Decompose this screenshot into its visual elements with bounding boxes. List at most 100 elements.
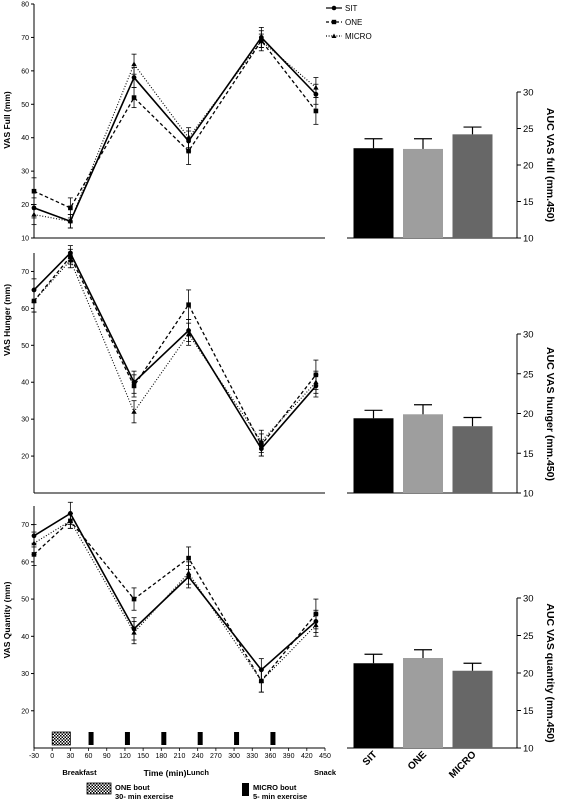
- legend-entry-one: ONE: [326, 18, 362, 27]
- full-auc-y-tick-label: 10: [523, 234, 534, 245]
- bar-category-label-one: ONE: [406, 749, 429, 772]
- quantity-line-sit: [33, 512, 317, 671]
- hunger-plot: [31, 245, 319, 457]
- hunger-y-axis-label: VAS Hunger (mm): [2, 284, 12, 356]
- full-y-axis-label: VAS Full (mm): [2, 91, 12, 149]
- full-y-tick-label: 70: [21, 35, 29, 42]
- hunger-auc-plot: 10 15 20 25 30: [347, 330, 534, 500]
- bar-category-axis: SIT ONE MICRO: [361, 749, 479, 781]
- quantity-auc-bar-micro: [452, 670, 493, 748]
- full-point-one: [131, 95, 137, 100]
- full-line-micro: [33, 39, 317, 222]
- hunger-point-micro: [67, 257, 74, 263]
- full-auc-y-tick-label: 30: [523, 88, 534, 99]
- quantity-series-one: [31, 513, 319, 693]
- quantity-auc-y-tick-label: 15: [523, 706, 534, 717]
- x-tick-label: 240: [192, 753, 204, 760]
- hunger-auc-y-tick-label: 20: [523, 409, 534, 420]
- x-tick-label: 330: [246, 753, 258, 760]
- hunger-series-micro: [31, 252, 319, 453]
- micro-bout-block: [270, 732, 276, 745]
- hunger-y-tick-label: 70: [21, 269, 29, 276]
- x-tick-label: 360: [265, 753, 277, 760]
- hunger-y-tick-label: 30: [21, 417, 29, 424]
- full-series-micro: [31, 30, 319, 229]
- hunger-auc-y-tick-label: 30: [523, 330, 534, 341]
- quantity-point-micro: [185, 570, 192, 576]
- hunger-point-one: [131, 383, 137, 389]
- full-point-micro: [131, 61, 137, 67]
- meal-label-breakfast: Breakfast: [62, 768, 97, 777]
- micro-bout-swatch: [242, 783, 249, 796]
- quantity-series-sit: [31, 501, 319, 682]
- hunger-auc-y-tick-label: 25: [523, 369, 534, 380]
- full-auc-y-tick-label: 15: [523, 197, 534, 208]
- hunger-auc-bar-one: [403, 414, 443, 493]
- hunger-auc-y-tick-label: 10: [523, 489, 534, 500]
- x-tick-label: 150: [137, 753, 149, 760]
- full-line-one: [33, 39, 317, 209]
- quantity-line-chart: 20 30 40 50 60 70 VAS Quantity (mm): [2, 501, 325, 749]
- quantity-point-micro: [31, 540, 37, 546]
- full-auc-bar-one: [403, 148, 443, 238]
- full-y-tick-label: 10: [21, 236, 29, 243]
- quantity-y-tick-label: 20: [21, 708, 29, 715]
- quantity-auc-plot: 10 15 20 25 30: [347, 594, 534, 755]
- full-point-one: [313, 108, 319, 114]
- full-y-tick-label: 80: [21, 2, 29, 9]
- quantity-y-tick-label: 70: [21, 522, 29, 529]
- full-point-micro: [185, 134, 192, 140]
- micro-bout-block: [234, 732, 240, 745]
- quantity-auc-bar-one: [403, 658, 443, 748]
- hunger-auc-y-axis-label: AUC VAS hunger (mm.450): [544, 347, 556, 481]
- full-auc-bar-sit: [353, 148, 394, 238]
- full-auc-y-tick-label: 25: [523, 124, 534, 135]
- quantity-plot: [31, 501, 319, 693]
- quantity-point-one: [186, 555, 191, 561]
- x-axis-label: Time (min): [144, 768, 187, 778]
- legend-label-micro: MICRO: [345, 32, 372, 41]
- legend-label-one: ONE: [345, 18, 362, 27]
- quantity-line-one: [33, 519, 317, 683]
- full-auc-bar-chart: 10 15 20 25 30 AUC VAS full (mm.450): [347, 88, 556, 245]
- x-tick-label: 0: [50, 753, 54, 760]
- quantity-y-axis: 20 30 40 50 60 70: [21, 506, 325, 749]
- x-tick-label: 90: [103, 753, 111, 760]
- quantity-point-one: [131, 596, 137, 602]
- full-y-tick-label: 60: [21, 68, 29, 75]
- hunger-point-one: [186, 302, 191, 307]
- x-axis: -30 0 30 60 90 120 150 180 210 240 270 300 330 360 390…: [29, 748, 337, 777]
- full-y-axis: 10 20 30 40 50 60 70 80: [21, 2, 325, 243]
- x-tick-label: 450: [319, 753, 331, 760]
- legend: SIT ONE MICRO: [326, 4, 372, 41]
- hunger-point-micro: [185, 331, 192, 337]
- hunger-auc-bar-sit: [353, 418, 394, 493]
- x-tick-label: -30: [29, 753, 39, 760]
- full-y-tick-label: 30: [21, 169, 29, 176]
- hunger-line-one: [33, 255, 317, 447]
- full-series-sit: [31, 26, 319, 229]
- meal-label-lunch: Lunch: [186, 768, 209, 777]
- bar-category-label-micro: MICRO: [447, 749, 479, 781]
- hunger-y-tick-label: 40: [21, 380, 29, 387]
- quantity-series-micro: [31, 513, 319, 693]
- quantity-auc-bar-chart: 10 15 20 25 30 AUC VAS quantity (mm.450): [347, 594, 556, 755]
- bar-category-label-sit: SIT: [361, 749, 380, 768]
- full-point-micro: [258, 37, 265, 43]
- one-bout-label: ONE bout: [115, 783, 150, 792]
- hunger-point-micro: [31, 298, 37, 303]
- full-point-one: [68, 205, 73, 211]
- hunger-y-tick-label: 20: [21, 454, 29, 461]
- full-point-sit: [131, 75, 137, 80]
- full-line-sit: [33, 36, 317, 223]
- hunger-line-sit: [33, 251, 317, 451]
- hunger-line-chart: 20 30 40 50 60 70 VAS Hunger (mm): [2, 245, 325, 494]
- quantity-point-micro: [313, 622, 319, 628]
- legend-entry-sit: SIT: [326, 4, 358, 13]
- hunger-y-axis: 20 30 40 50 60 70: [21, 253, 325, 494]
- full-auc-bar-micro: [452, 134, 493, 238]
- micro-bout-label: MICRO bout: [253, 783, 297, 792]
- x-tick-label: 420: [301, 753, 313, 760]
- quantity-auc-y-axis-label: AUC VAS quantity (mm.450): [544, 603, 556, 742]
